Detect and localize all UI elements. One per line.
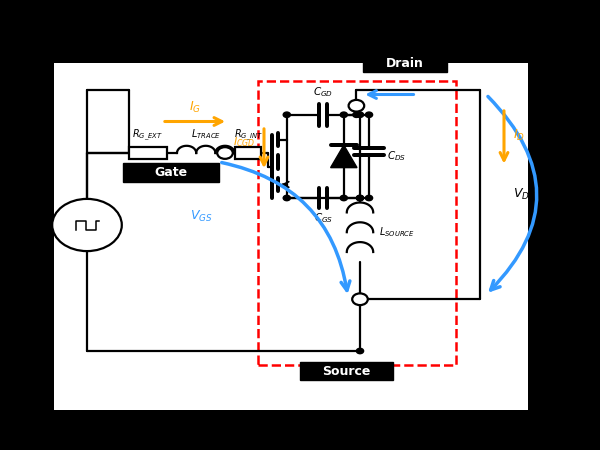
Circle shape — [349, 100, 364, 112]
Circle shape — [356, 112, 364, 117]
Text: $C_{DS}$: $C_{DS}$ — [387, 149, 406, 163]
Circle shape — [365, 195, 373, 201]
Text: $I_{CGD}$: $I_{CGD}$ — [233, 135, 255, 148]
Text: $C_{GS}$: $C_{GS}$ — [314, 212, 333, 225]
Text: $V_G$: $V_G$ — [24, 208, 40, 224]
Text: $L_{SOURCE}$: $L_{SOURCE}$ — [379, 225, 415, 239]
Polygon shape — [331, 145, 357, 168]
FancyArrowPatch shape — [488, 96, 537, 290]
Circle shape — [365, 112, 373, 117]
Circle shape — [356, 348, 364, 354]
FancyBboxPatch shape — [363, 55, 447, 72]
Text: Gate: Gate — [154, 166, 188, 179]
Circle shape — [52, 199, 122, 251]
Circle shape — [353, 112, 360, 117]
Text: $I_G$: $I_G$ — [189, 99, 201, 115]
Circle shape — [356, 195, 364, 201]
Circle shape — [340, 112, 347, 117]
Circle shape — [217, 147, 233, 159]
FancyBboxPatch shape — [300, 362, 393, 380]
Bar — [258, 81, 456, 365]
Bar — [129, 147, 167, 158]
Text: Drain: Drain — [386, 57, 424, 70]
Circle shape — [283, 112, 290, 117]
FancyArrowPatch shape — [222, 162, 350, 290]
Text: $V_{GS}$: $V_{GS}$ — [190, 208, 212, 224]
Circle shape — [356, 195, 364, 201]
Text: $I_D$: $I_D$ — [513, 127, 525, 143]
Text: $C_{GD}$: $C_{GD}$ — [313, 85, 334, 99]
FancyBboxPatch shape — [123, 163, 219, 182]
Bar — [54, 63, 528, 410]
Circle shape — [352, 293, 368, 305]
Circle shape — [283, 195, 290, 201]
Circle shape — [340, 195, 347, 201]
Text: $V_{DS}$: $V_{DS}$ — [513, 187, 536, 202]
Text: $L_{TRACE}$: $L_{TRACE}$ — [191, 127, 221, 141]
Text: $R_{G\_EXT}$: $R_{G\_EXT}$ — [133, 128, 163, 143]
Text: Source: Source — [322, 365, 371, 378]
Text: $R_{G\_INT}$: $R_{G\_INT}$ — [233, 128, 263, 143]
Bar — [235, 147, 261, 158]
